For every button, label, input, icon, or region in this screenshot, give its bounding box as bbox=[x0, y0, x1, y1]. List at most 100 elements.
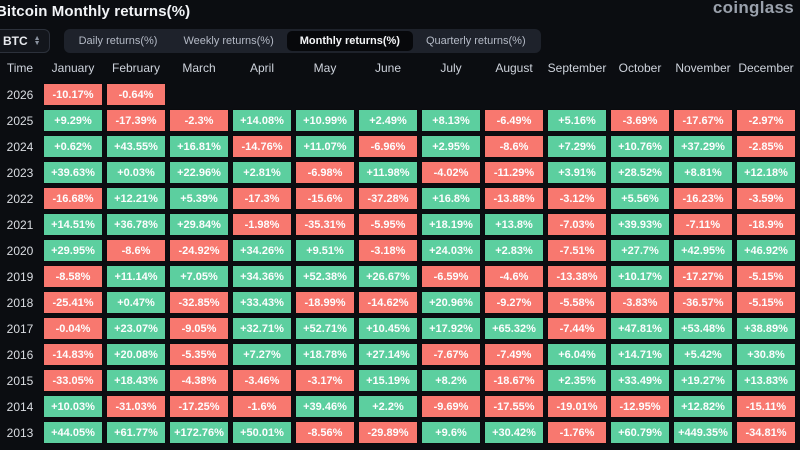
column-header-time: Time bbox=[6, 61, 34, 75]
returns-heatmap-table: Time January February March April May June July… bbox=[0, 58, 800, 444]
year-label-2016: 2016 bbox=[6, 347, 34, 362]
return-cell: -25.41% bbox=[43, 291, 103, 314]
return-cell bbox=[547, 83, 607, 106]
return-cell: +47.81% bbox=[610, 317, 670, 340]
return-cell: +2.49% bbox=[358, 109, 418, 132]
page-title: Bitcoin Monthly returns(%) bbox=[0, 3, 191, 20]
return-cell: +44.05% bbox=[43, 421, 103, 444]
column-header-may: May bbox=[313, 61, 337, 75]
return-cell: +6.04% bbox=[547, 343, 607, 366]
return-cell: +29.84% bbox=[169, 213, 229, 236]
tab-daily[interactable]: Daily returns(%) bbox=[78, 35, 158, 47]
year-label-2017: 2017 bbox=[6, 321, 34, 336]
return-cell: +13.83% bbox=[736, 369, 796, 392]
return-cell: -3.18% bbox=[358, 239, 418, 262]
return-cell: +10.03% bbox=[43, 395, 103, 418]
return-cell: +43.55% bbox=[106, 135, 166, 158]
coinglass-logo[interactable]: coinglass bbox=[712, 0, 794, 17]
column-header-december: December bbox=[738, 61, 794, 75]
return-cell: +46.92% bbox=[736, 239, 796, 262]
return-cell: -12.95% bbox=[610, 395, 670, 418]
return-cell: +8.2% bbox=[421, 369, 481, 392]
updown-chevrons-icon: ▲ ▼ bbox=[33, 35, 41, 47]
return-cell: -5.58% bbox=[547, 291, 607, 314]
return-cell: +20.96% bbox=[421, 291, 481, 314]
year-label-2019: 2019 bbox=[6, 269, 34, 284]
return-cell: -0.64% bbox=[106, 83, 166, 106]
symbol-select-value: BTC bbox=[3, 34, 28, 48]
return-cell: +38.89% bbox=[736, 317, 796, 340]
return-cell: -9.05% bbox=[169, 317, 229, 340]
return-cell: +34.26% bbox=[232, 239, 292, 262]
return-cell: -17.27% bbox=[673, 265, 733, 288]
return-cell: +17.92% bbox=[421, 317, 481, 340]
return-cell: -4.38% bbox=[169, 369, 229, 392]
return-cell: -17.67% bbox=[673, 109, 733, 132]
return-cell: -3.17% bbox=[295, 369, 355, 392]
tab-quarterly[interactable]: Quarterly returns(%) bbox=[425, 35, 526, 47]
return-cell bbox=[169, 83, 229, 106]
return-cell: -17.25% bbox=[169, 395, 229, 418]
return-cell: -1.98% bbox=[232, 213, 292, 236]
return-cell: +28.52% bbox=[610, 161, 670, 184]
year-label-2014: 2014 bbox=[6, 399, 34, 414]
return-cell: +8.13% bbox=[421, 109, 481, 132]
return-cell: -6.96% bbox=[358, 135, 418, 158]
column-header-april: April bbox=[249, 61, 274, 75]
return-cell: -3.69% bbox=[610, 109, 670, 132]
return-cell: +5.56% bbox=[610, 187, 670, 210]
year-label-2026: 2026 bbox=[6, 87, 34, 102]
return-cell: -4.02% bbox=[421, 161, 481, 184]
column-header-february: February bbox=[111, 61, 161, 75]
return-cell: +14.71% bbox=[610, 343, 670, 366]
return-cell: -17.55% bbox=[484, 395, 544, 418]
return-cell: -29.89% bbox=[358, 421, 418, 444]
return-cell bbox=[421, 83, 481, 106]
return-cell: +10.17% bbox=[610, 265, 670, 288]
return-cell: -11.29% bbox=[484, 161, 544, 184]
return-cell: +33.43% bbox=[232, 291, 292, 314]
return-cell: -7.51% bbox=[547, 239, 607, 262]
return-cell bbox=[358, 83, 418, 106]
return-cell: +32.71% bbox=[232, 317, 292, 340]
symbol-select[interactable]: BTC ▲ ▼ bbox=[0, 29, 50, 53]
return-cell: +12.18% bbox=[736, 161, 796, 184]
return-cell: -5.95% bbox=[358, 213, 418, 236]
return-cell: +39.63% bbox=[43, 161, 103, 184]
return-cell: +11.14% bbox=[106, 265, 166, 288]
tab-monthly[interactable]: Monthly returns(%) bbox=[286, 31, 413, 51]
return-cell: +65.32% bbox=[484, 317, 544, 340]
return-cell: +39.46% bbox=[295, 395, 355, 418]
return-cell: +36.78% bbox=[106, 213, 166, 236]
return-cell: -19.01% bbox=[547, 395, 607, 418]
tab-weekly[interactable]: Weekly returns(%) bbox=[183, 35, 274, 47]
return-cell: -5.15% bbox=[736, 291, 796, 314]
return-cell: +16.81% bbox=[169, 135, 229, 158]
return-cell: -33.05% bbox=[43, 369, 103, 392]
return-cell: +30.8% bbox=[736, 343, 796, 366]
return-cell: +11.07% bbox=[295, 135, 355, 158]
return-cell: -24.92% bbox=[169, 239, 229, 262]
return-cell: +0.47% bbox=[106, 291, 166, 314]
return-cell: -7.67% bbox=[421, 343, 481, 366]
column-header-october: October bbox=[618, 61, 662, 75]
return-cell: +449.35% bbox=[673, 421, 733, 444]
top-bar: Bitcoin Monthly returns(%) coinglass bbox=[0, 0, 800, 26]
return-cell: -35.31% bbox=[295, 213, 355, 236]
return-cell bbox=[484, 83, 544, 106]
return-cell: +23.07% bbox=[106, 317, 166, 340]
return-cell: +10.76% bbox=[610, 135, 670, 158]
column-header-august: August bbox=[495, 61, 533, 75]
return-cell: +12.82% bbox=[673, 395, 733, 418]
year-label-2013: 2013 bbox=[6, 425, 34, 440]
return-cell: +2.35% bbox=[547, 369, 607, 392]
return-cell: +18.43% bbox=[106, 369, 166, 392]
return-cell: -9.69% bbox=[421, 395, 481, 418]
return-cell: +9.29% bbox=[43, 109, 103, 132]
return-cell: -7.03% bbox=[547, 213, 607, 236]
return-cell: +50.01% bbox=[232, 421, 292, 444]
return-cell: -3.12% bbox=[547, 187, 607, 210]
return-cell: +0.62% bbox=[43, 135, 103, 158]
return-cell: -5.15% bbox=[736, 265, 796, 288]
return-cell: -6.59% bbox=[421, 265, 481, 288]
